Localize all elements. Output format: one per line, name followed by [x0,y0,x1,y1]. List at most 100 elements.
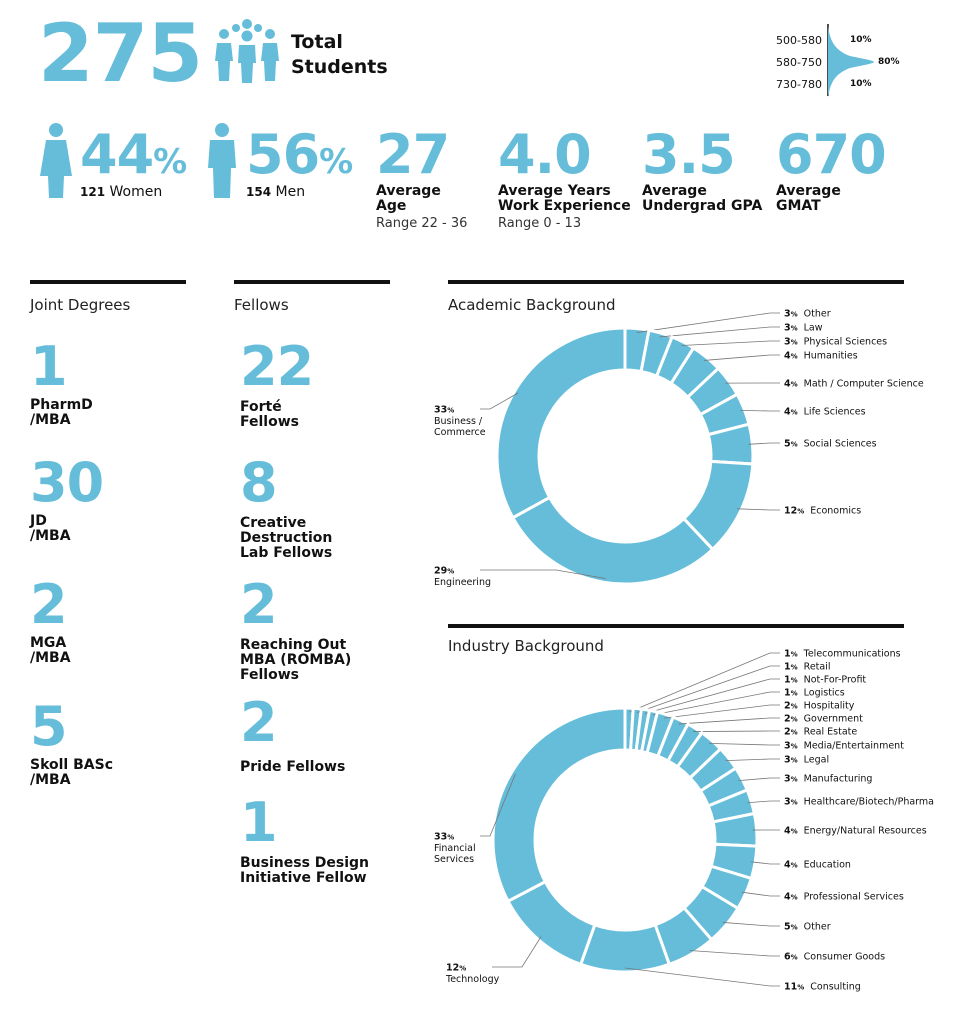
label-logistics: 1% Logistics [652,688,845,716]
svg-text:Engineering: Engineering [434,577,491,588]
label-professional-services: 4% Professional Services [741,892,904,903]
label-real-estate: 2% Real Estate [692,727,857,738]
fellows-item: 2 Pride Fellows [240,691,346,775]
fellows-item: 2 Reaching Out MBA (ROMBA) Fellows [240,573,352,683]
men-percent: 56% [246,123,353,186]
slice-financial-services [491,706,627,904]
svg-text:1%Logistics: 1% Logistics [784,688,845,699]
woman-icon [40,123,72,198]
svg-text:3%Other: 3% Other [784,309,831,320]
label-physical-sciences: 3% Physical Sciences [681,337,887,348]
label-social-sciences: 5% Social Sciences [748,439,877,450]
slice-consulting [578,922,672,974]
label-not-for-profit: 1% Not-For-Profit [644,675,866,714]
svg-text:3%Media/Entertainment: 3% Media/Entertainment [784,741,904,752]
svg-text:Business /: Business / [434,416,483,427]
svg-text:4%Math / Computer Science: 4% Math / Computer Science [784,379,924,390]
fellows-item: 22 Forté Fellows [240,335,314,430]
stat-gmat: 670 Average GMAT [776,123,887,214]
label-manufacturing: 3% Manufacturing [738,774,872,785]
svg-text:Services: Services [434,854,474,865]
joint-degrees-title: Joint Degrees [30,296,131,314]
label-engineering: 29%Engineering [434,566,606,588]
label-technology: 12%Technology [445,936,542,985]
svg-text:5%Social Sciences: 5% Social Sciences [784,439,877,450]
gmat-range-3: 730-780 [776,78,822,91]
gmat-range-2: 580-750 [776,56,822,69]
fellows-item: 1 Business Design Initiative Fellow [240,791,370,886]
svg-text:Financial: Financial [434,843,476,854]
svg-text:29%: 29% [434,566,454,577]
svg-text:Technology: Technology [445,974,500,985]
fellows-title: Fellows [234,296,289,314]
label-business-commerce: 33%Business /Commerce [434,392,519,438]
women-percent: 44% [80,123,187,186]
svg-text:33%: 33% [434,405,454,416]
label-healthcare-biotech-pharma: 3% Healthcare/Biotech/Pharma [747,797,934,808]
svg-text:3%Law: 3% Law [784,323,823,334]
svg-text:1%Telecommunications: 1% Telecommunications [784,649,901,660]
joint-degree-item: 30 JD /MBA [30,451,104,544]
slice-business-commerce [495,326,627,520]
label-education: 4% Education [751,860,851,871]
label-other: 5% Other [722,922,831,933]
label-energy-natural-resources: 4% Energy/Natural Resources [752,826,927,837]
svg-text:3%Healthcare/Biotech/Pharma: 3% Healthcare/Biotech/Pharma [784,797,934,808]
joint-degree-item: 2 MGA /MBA [30,573,71,666]
label-humanities: 4% Humanities [704,351,858,362]
svg-text:4%Humanities: 4% Humanities [784,351,858,362]
gmat-distribution-chart: 500-580 10% 580-750 80% 730-780 10% [770,20,910,100]
label-legal: 3% Legal [725,755,829,766]
men-count: 154 Men [246,184,306,200]
svg-text:11%Consulting: 11% Consulting [784,982,861,993]
svg-text:3%Legal: 3% Legal [784,755,829,766]
stat-gpa: 3.5 Average Undergrad GPA [642,123,763,214]
total-students-label: Total Students [291,31,388,78]
label-consumer-goods: 6% Consumer Goods [689,950,885,963]
women-count: 121 Women [80,184,163,200]
label-government: 2% Government [678,714,863,725]
label-law: 3% Law [659,323,823,338]
man-icon [208,123,236,198]
label-hospitality: 2% Hospitality [664,701,855,719]
label-retail: 1% Retail [636,662,831,713]
label-telecommunications: 1% Telecommunications [628,649,901,713]
label-life-sciences: 4% Life Sciences [740,407,866,418]
gmat-pct-2: 80% [878,57,900,67]
industry-chart-title: Industry Background [448,637,604,655]
svg-text:1%Retail: 1% Retail [784,662,831,673]
joint-degree-item: 5 Skoll BASc /MBA [30,695,113,788]
academic-rule [448,280,904,284]
fellows-item: 8 Creative Destruction Lab Fellows [240,451,333,561]
svg-text:4%Life Sciences: 4% Life Sciences [784,407,866,418]
industry-rule [448,624,904,628]
svg-text:2%Hospitality: 2% Hospitality [784,701,855,712]
svg-text:12%Economics: 12% Economics [784,506,861,517]
svg-text:3%Physical Sciences: 3% Physical Sciences [784,337,887,348]
academic-chart-title: Academic Background [448,296,616,314]
svg-text:4%Education: 4% Education [784,860,851,871]
stat-age: 27 Average Age Range 22 - 36 [376,123,468,232]
svg-text:3%Manufacturing: 3% Manufacturing [784,774,872,785]
stat-work-experience: 4.0 Average Years Work Experience Range … [498,123,631,232]
svg-text:1%Not-For-Profit: 1% Not-For-Profit [784,675,866,686]
joint-degree-item: 1 PharmD /MBA [30,335,93,428]
total-students-number: 275 [38,7,203,100]
svg-text:6%Consumer Goods: 6% Consumer Goods [784,952,885,963]
gmat-pct-1: 10% [850,35,872,45]
svg-text:12%: 12% [446,963,466,974]
gmat-pct-3: 10% [850,79,872,89]
gmat-distribution-curve [827,24,874,98]
fellows-rule [234,280,390,284]
svg-text:2%Government: 2% Government [784,714,863,725]
label-other: 3% Other [636,309,831,333]
label-math-computer-science: 4% Math / Computer Science [725,379,924,390]
gmat-range-1: 500-580 [776,34,822,47]
svg-text:5%Other: 5% Other [784,922,831,933]
label-consulting: 11% Consulting [624,967,861,993]
label-economics: 12% Economics [737,506,861,517]
svg-text:4%Energy/Natural Resources: 4% Energy/Natural Resources [784,826,927,837]
svg-text:4%Professional Services: 4% Professional Services [784,892,904,903]
